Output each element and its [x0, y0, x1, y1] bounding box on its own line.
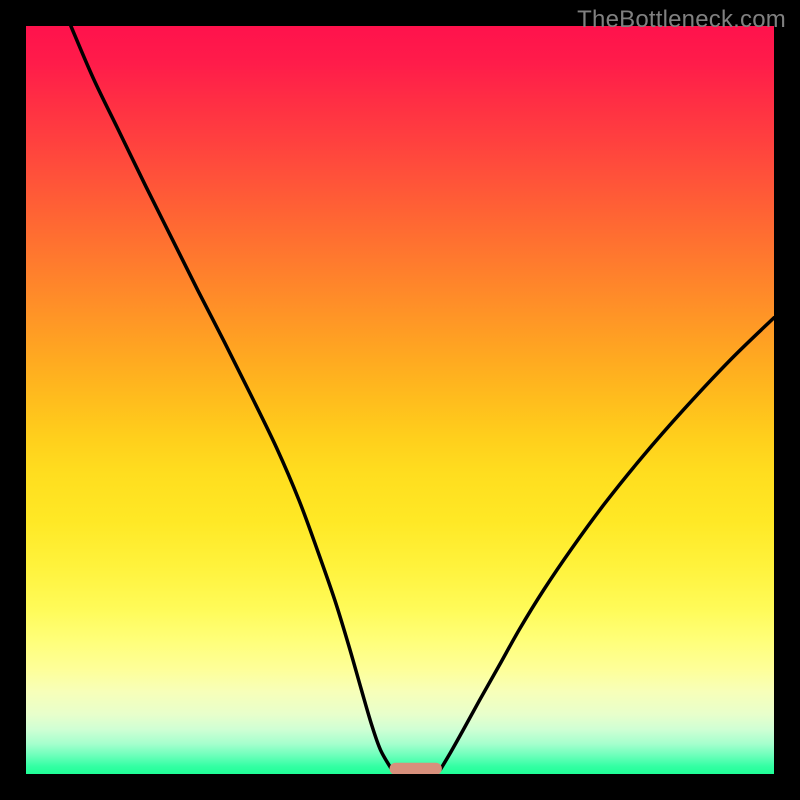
gradient-background: [26, 26, 774, 774]
bottleneck-chart: [0, 0, 800, 800]
chart-container: TheBottleneck.com: [0, 0, 800, 800]
plot-area: [13, 13, 787, 787]
watermark-text: TheBottleneck.com: [577, 6, 786, 34]
valley-marker: [390, 763, 442, 775]
